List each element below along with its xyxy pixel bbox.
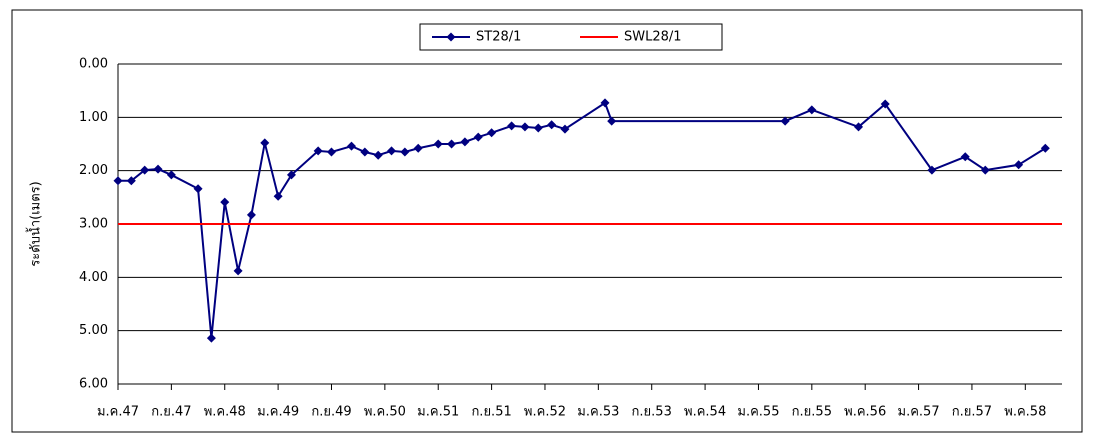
data-point [507, 121, 517, 131]
x-tick-label: ก.ย.49 [311, 405, 351, 420]
data-point [487, 128, 497, 138]
data-point [1014, 160, 1024, 170]
data-point [246, 210, 256, 220]
data-point [1040, 143, 1050, 153]
data-point [126, 176, 136, 186]
data-point [286, 170, 296, 180]
x-tick-label: ม.ค.55 [737, 405, 779, 420]
data-point [113, 176, 123, 186]
x-tick-label: ม.ค.47 [97, 405, 139, 420]
data-point [433, 139, 443, 149]
data-point [780, 116, 790, 126]
x-tick-label: ก.ย.47 [151, 405, 191, 420]
data-point [373, 150, 383, 160]
data-point [166, 170, 176, 180]
x-tick-label: ก.ย.57 [952, 405, 992, 420]
data-point [520, 122, 530, 132]
x-tick-label: พ.ค.50 [364, 405, 406, 420]
data-point [313, 146, 323, 156]
data-point [600, 98, 610, 108]
x-tick-label: พ.ค.52 [524, 405, 566, 420]
data-point [980, 165, 990, 175]
data-point [260, 138, 270, 148]
y-tick-label: 5.00 [79, 323, 108, 338]
data-point [346, 141, 356, 151]
data-point [447, 139, 457, 149]
data-point [927, 165, 937, 175]
data-point [880, 99, 890, 109]
x-tick-label: พ.ค.56 [844, 405, 886, 420]
data-point [326, 147, 336, 157]
x-tick-label: ม.ค.57 [898, 405, 940, 420]
x-tick-label: พ.ค.58 [1004, 405, 1046, 420]
y-tick-label: 3.00 [79, 217, 108, 232]
y-tick-label: 0.00 [79, 57, 108, 72]
x-tick-label: ม.ค.53 [577, 405, 619, 420]
y-tick-label: 1.00 [79, 110, 108, 125]
data-point [560, 124, 570, 134]
data-point [387, 146, 397, 156]
x-tick-label: ก.ย.51 [471, 405, 511, 420]
data-point [460, 137, 470, 147]
data-point [233, 266, 243, 276]
y-tick-label: 4.00 [79, 270, 108, 285]
y-axis-label: ระดับน้ำ(เมตร) [26, 181, 44, 266]
data-point [273, 191, 283, 201]
x-tick-label: ม.ค.49 [257, 405, 299, 420]
legend-label: ST28/1 [476, 30, 521, 45]
legend-label: SWL28/1 [624, 30, 682, 45]
data-point [400, 147, 410, 157]
x-tick-label: ม.ค.51 [417, 405, 459, 420]
data-point [533, 123, 543, 133]
data-point [193, 184, 203, 194]
chart-frame [11, 9, 1083, 433]
data-point [960, 152, 970, 162]
data-point [473, 132, 483, 142]
legend-marker [446, 32, 456, 42]
data-point [140, 165, 150, 175]
x-tick-label: ก.ย.53 [632, 405, 672, 420]
data-point [153, 164, 163, 174]
data-point [807, 105, 817, 115]
data-point [854, 122, 864, 132]
legend: ST28/1 SWL28/1 [419, 23, 723, 51]
data-point [206, 333, 216, 343]
data-point [360, 147, 370, 157]
data-point [607, 116, 617, 126]
legend-box [419, 23, 723, 51]
x-tick-label: ก.ย.55 [792, 405, 832, 420]
y-tick-label: 2.00 [79, 163, 108, 178]
x-tick-label: พ.ค.48 [204, 405, 246, 420]
x-tick-label: พ.ค.54 [684, 405, 726, 420]
data-point [547, 120, 557, 130]
data-point [220, 197, 230, 207]
data-point [413, 143, 423, 153]
y-tick-label: 6.00 [79, 377, 108, 392]
